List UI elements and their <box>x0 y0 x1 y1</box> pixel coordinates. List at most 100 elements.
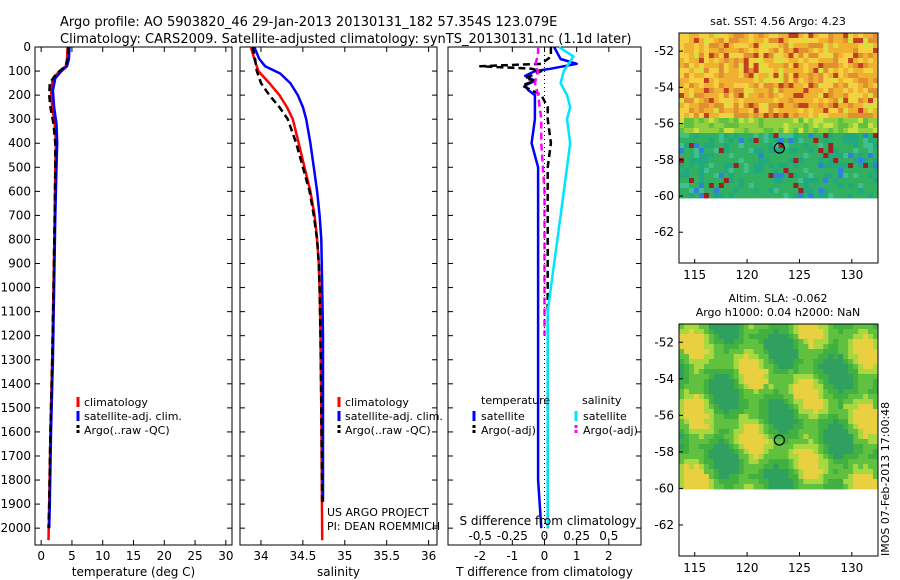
map-cell <box>723 43 730 49</box>
map-cell <box>703 103 710 109</box>
map-cell <box>828 88 834 94</box>
map-cell <box>679 364 685 370</box>
map-cell <box>833 68 839 74</box>
map-cell <box>758 73 764 79</box>
map-cell <box>848 349 854 355</box>
map-cell <box>808 424 814 430</box>
map-cell <box>778 404 784 410</box>
map-cell <box>808 183 814 189</box>
map-cell <box>858 98 864 104</box>
map-cell <box>778 143 784 149</box>
map-cell <box>773 138 779 144</box>
map-cell <box>813 469 819 475</box>
map-cells <box>679 324 879 490</box>
map-cell <box>728 88 735 94</box>
map-cell <box>808 38 814 44</box>
map-cell <box>858 183 864 189</box>
map-cell <box>713 123 720 129</box>
map-cell <box>773 394 779 400</box>
map-cell <box>833 424 839 430</box>
map-cell <box>773 324 779 330</box>
map-cell <box>798 128 804 134</box>
map-cell <box>689 88 695 94</box>
map-cell <box>703 329 710 335</box>
map-cell <box>718 424 725 430</box>
map-cell <box>728 98 735 104</box>
map-cell <box>783 424 789 430</box>
map-cell <box>798 464 804 470</box>
map-cell <box>813 88 819 94</box>
map-cell <box>753 53 759 59</box>
map-cell <box>793 434 799 440</box>
map-cell <box>758 123 764 129</box>
map-cell <box>828 43 834 49</box>
map-cell <box>818 128 824 134</box>
map-cell <box>788 449 794 455</box>
map-cell <box>783 449 789 455</box>
map-cell <box>708 469 715 475</box>
map-cell <box>748 103 754 109</box>
map-cell <box>738 439 745 445</box>
map-cell <box>768 153 774 159</box>
map-cell <box>703 183 710 189</box>
map-cell <box>758 359 764 365</box>
map-cell <box>853 329 859 335</box>
y-tick-label: 100 <box>8 64 31 78</box>
map-cell <box>783 148 789 154</box>
map-cell <box>838 444 844 450</box>
map-cell <box>703 63 710 69</box>
map-cell <box>858 409 864 415</box>
map-cell <box>738 173 745 179</box>
map-cell <box>808 128 814 134</box>
map-cell <box>808 173 814 179</box>
map-cell <box>818 153 824 159</box>
map-cell <box>728 399 735 405</box>
map-cell <box>689 158 695 164</box>
map-cell <box>708 158 715 164</box>
map-cell <box>823 359 829 365</box>
map-cell <box>803 98 809 104</box>
map-cell <box>798 324 804 330</box>
map-cell <box>863 444 869 450</box>
map-cell <box>698 414 705 420</box>
map-cell <box>743 449 750 455</box>
map-cell <box>723 123 730 129</box>
map-cell <box>698 48 705 54</box>
map-cell <box>828 53 834 59</box>
map-cell <box>684 379 690 385</box>
map-cell <box>679 178 685 184</box>
map-cell <box>803 123 809 129</box>
map-cell <box>703 108 710 114</box>
map-cell <box>684 404 690 410</box>
map-cell <box>823 93 829 99</box>
map-cell <box>873 369 879 375</box>
map-cell <box>713 369 720 375</box>
map-cell <box>858 389 864 395</box>
map-cell <box>778 424 784 430</box>
map-cell <box>679 98 685 104</box>
map-cell <box>723 163 730 169</box>
map-cell <box>773 469 779 475</box>
map-cell <box>718 339 725 345</box>
map-cell <box>718 399 725 405</box>
map-cell <box>713 404 720 410</box>
map-cell <box>758 188 764 194</box>
map-cell <box>758 138 764 144</box>
map-cell <box>748 63 754 69</box>
map-cell <box>693 103 700 109</box>
map-cell <box>693 334 700 340</box>
map-cell <box>828 68 834 74</box>
map-cell <box>698 369 705 375</box>
map-cell <box>738 359 745 365</box>
map-cell <box>813 394 819 400</box>
map-cell <box>788 429 794 435</box>
map-cell <box>689 419 695 425</box>
map-cell <box>803 153 809 159</box>
map-cell <box>748 38 754 44</box>
map-cell <box>793 193 799 199</box>
map-cell <box>793 414 799 420</box>
map-cell <box>723 138 730 144</box>
y-tick-label: -54 <box>654 80 674 94</box>
map-cell <box>873 188 879 194</box>
map-cell <box>758 58 764 64</box>
